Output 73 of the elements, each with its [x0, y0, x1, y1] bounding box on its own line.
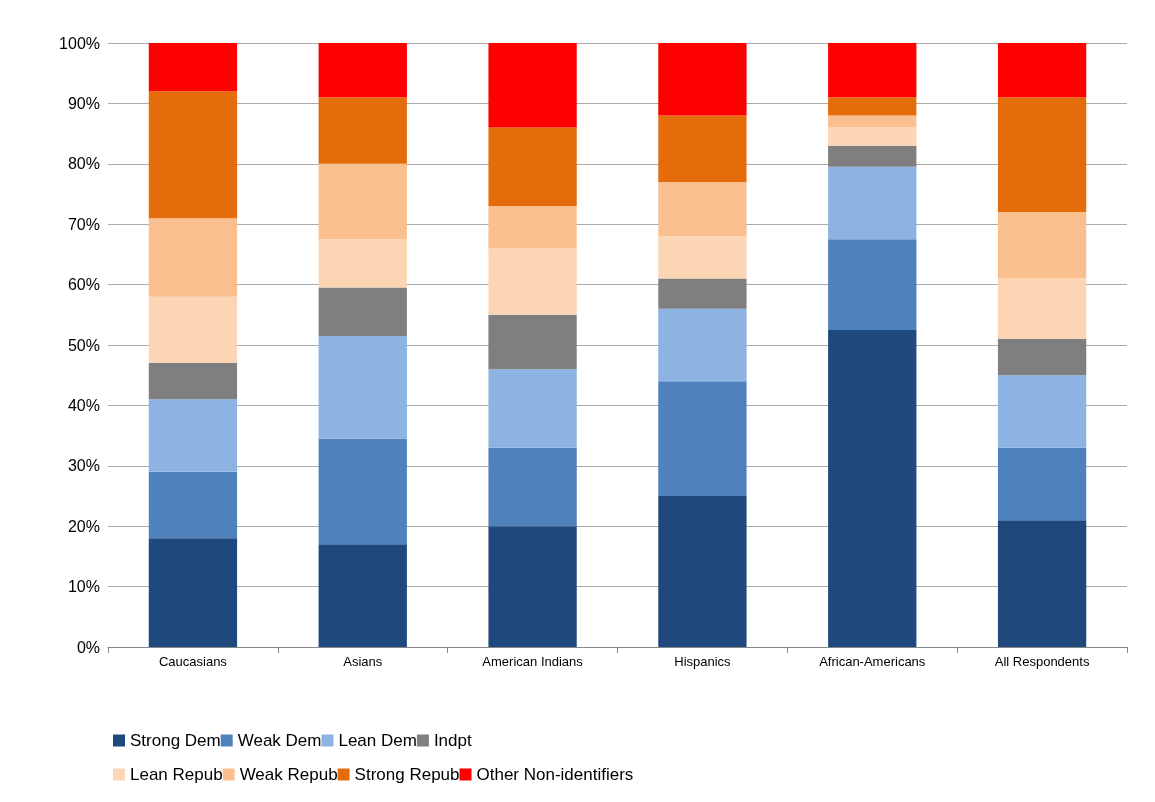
bar	[828, 43, 917, 98]
bar	[828, 239, 917, 330]
bar	[488, 248, 577, 315]
y-tick-label: 50%	[67, 336, 100, 354]
x-tick-label: Hispanics	[674, 654, 732, 669]
y-tick-label: 70%	[67, 215, 100, 233]
bar	[658, 43, 747, 116]
bar	[828, 127, 917, 146]
bar	[148, 399, 238, 472]
bar	[318, 544, 407, 647]
bar	[658, 236, 747, 279]
bar	[658, 308, 747, 382]
bar	[318, 239, 407, 288]
y-tick-label: 20%	[67, 517, 100, 535]
x-tick-label: American Indians	[482, 654, 584, 669]
bar	[488, 314, 577, 370]
bar	[488, 127, 577, 207]
bar	[488, 206, 577, 249]
bar	[997, 520, 1087, 647]
bar	[828, 115, 917, 128]
bar	[488, 526, 577, 647]
bar	[658, 496, 747, 647]
bar	[488, 369, 577, 448]
bar	[318, 287, 407, 336]
y-tick-label: 30%	[67, 457, 100, 475]
y-tick-label: 10%	[67, 578, 100, 596]
legend-label: Indpt	[433, 731, 472, 750]
bar	[658, 381, 747, 496]
bar	[148, 471, 238, 539]
y-tick-label: 90%	[67, 94, 100, 112]
legend-label: Lean Dem	[338, 731, 417, 750]
y-tick-label: 0%	[76, 638, 100, 656]
bar	[997, 212, 1087, 279]
bar	[148, 363, 238, 400]
legend-label: Weak Repub	[239, 765, 338, 784]
bar	[318, 43, 407, 98]
bar	[148, 538, 238, 647]
bar	[828, 329, 917, 647]
y-tick-label: 100%	[59, 34, 100, 52]
legend-label: Lean Repub	[130, 765, 223, 784]
x-tick-label: All Respondents	[994, 654, 1090, 669]
bar	[828, 145, 917, 167]
bar	[828, 97, 917, 116]
bar	[148, 296, 238, 364]
bar	[488, 43, 577, 128]
legend-label: Other Non-identifiers	[476, 765, 634, 784]
y-tick-label: 60%	[67, 276, 100, 294]
bar	[488, 447, 577, 527]
x-tick-label: Asians	[343, 654, 383, 669]
legend-label: Strong Repub	[354, 765, 460, 784]
bar	[828, 166, 917, 240]
bar	[148, 91, 238, 219]
bar	[318, 97, 407, 164]
legend-label: Strong Dem	[130, 731, 221, 750]
x-tick-label: Caucasians	[158, 654, 228, 669]
legend-label: Weak Dem	[237, 731, 322, 750]
bar	[997, 338, 1087, 376]
bar	[318, 335, 407, 439]
bar	[318, 438, 407, 545]
bar	[658, 115, 747, 182]
bar	[148, 218, 238, 297]
bar	[997, 447, 1087, 521]
bar	[997, 97, 1087, 213]
bar	[658, 181, 747, 237]
bar	[658, 278, 747, 309]
bar	[997, 375, 1087, 448]
x-tick-label: African-Americans	[819, 654, 926, 669]
bar	[997, 278, 1087, 339]
y-tick-label: 80%	[67, 155, 100, 173]
y-tick-label: 40%	[67, 396, 100, 414]
bar	[148, 43, 238, 92]
bar	[997, 43, 1087, 98]
bar	[318, 163, 407, 240]
